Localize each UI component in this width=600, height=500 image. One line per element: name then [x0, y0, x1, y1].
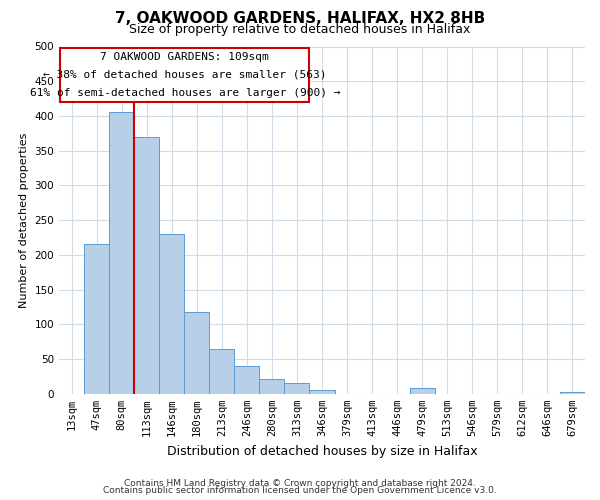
Bar [209, 348, 235, 394]
Bar [159, 234, 184, 394]
Bar [184, 312, 209, 394]
Bar [235, 366, 259, 394]
Text: 7, OAKWOOD GARDENS, HALIFAX, HX2 8HB: 7, OAKWOOD GARDENS, HALIFAX, HX2 8HB [115, 11, 485, 26]
Text: ← 38% of detached houses are smaller (563): ← 38% of detached houses are smaller (56… [43, 70, 326, 80]
Bar [310, 390, 335, 394]
Y-axis label: Number of detached properties: Number of detached properties [19, 132, 29, 308]
Text: 61% of semi-detached houses are larger (900) →: 61% of semi-detached houses are larger (… [29, 88, 340, 98]
Bar [259, 378, 284, 394]
Bar [410, 388, 435, 394]
Text: Contains public sector information licensed under the Open Government Licence v3: Contains public sector information licen… [103, 486, 497, 495]
Text: Size of property relative to detached houses in Halifax: Size of property relative to detached ho… [130, 22, 470, 36]
Bar [60, 48, 310, 102]
Bar [109, 112, 134, 394]
Text: 7 OAKWOOD GARDENS: 109sqm: 7 OAKWOOD GARDENS: 109sqm [100, 52, 269, 62]
Bar [284, 384, 310, 394]
Bar [134, 137, 159, 394]
X-axis label: Distribution of detached houses by size in Halifax: Distribution of detached houses by size … [167, 444, 478, 458]
Text: Contains HM Land Registry data © Crown copyright and database right 2024.: Contains HM Land Registry data © Crown c… [124, 478, 476, 488]
Bar [84, 244, 109, 394]
Bar [560, 392, 585, 394]
